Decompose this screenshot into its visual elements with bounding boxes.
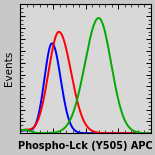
X-axis label: Phospho-Lck (Y505) APC: Phospho-Lck (Y505) APC: [18, 141, 153, 151]
Y-axis label: Events: Events: [4, 51, 14, 86]
